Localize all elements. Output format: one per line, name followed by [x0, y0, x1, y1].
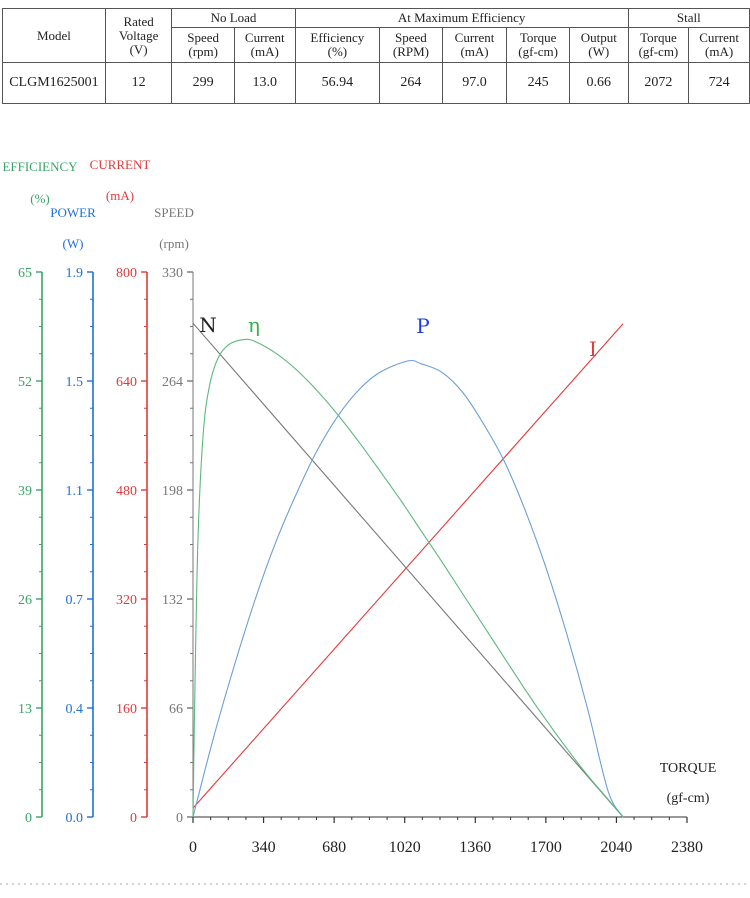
voltage-cell: 12 [104, 62, 173, 104]
efficiency-axis-title: EFFICIENCY [2, 159, 78, 174]
current-axis-unit: (mA) [106, 188, 134, 203]
efficiency-tick-label: 26 [18, 593, 32, 608]
speed-tick-label: 66 [169, 702, 183, 717]
max-eff-efficiency-header: Efficiency (%) [294, 27, 381, 63]
no-load-speed-cell: 299 [171, 62, 235, 104]
stall-current-cell: 724 [688, 62, 750, 104]
series-P-curve [192, 359, 624, 818]
efficiency-tick-label: 0 [25, 811, 32, 826]
max-eff-current-header: Current (mA) [441, 27, 508, 63]
max-eff-speed-header: Speed (RPM) [379, 27, 443, 63]
speed-tick-label: 0 [176, 811, 183, 826]
current-tick-label: 640 [116, 375, 137, 390]
rated-voltage-header: Rated Voltage (V) [104, 8, 173, 63]
speed-axis-unit: (rpm) [159, 236, 189, 251]
series-N-label: N [199, 313, 217, 337]
current-tick-label: 160 [116, 702, 137, 717]
model-header: Model [2, 8, 106, 63]
speed-axis-title: SPEED [154, 205, 194, 220]
max-eff-output-cell: 0.66 [568, 62, 629, 104]
torque-tick-label: 680 [322, 839, 346, 856]
current-tick-label: 320 [116, 593, 137, 608]
efficiency-axis-unit: (%) [30, 191, 50, 206]
series-efficiency-label: η [248, 313, 260, 337]
speed-tick-label: 264 [162, 375, 183, 390]
current-tick-label: 0 [130, 811, 137, 826]
series-efficiency-curve [192, 338, 624, 818]
efficiency-tick-label: 13 [18, 702, 32, 717]
torque-axis-title: TORQUE [660, 761, 717, 776]
power-axis-unit: (W) [63, 236, 84, 251]
stall-current-header: Current (mA) [688, 27, 750, 63]
max-eff-output-header: Output (W) [568, 27, 629, 63]
current-tick-label: 480 [116, 484, 137, 499]
speed-tick-label: 330 [162, 266, 183, 281]
current-axis-title: CURRENT [90, 157, 151, 172]
power-tick-label: 1.5 [66, 375, 84, 390]
power-tick-label: 0.7 [66, 593, 84, 608]
torque-tick-label: 2040 [600, 839, 632, 856]
torque-tick-label: 2380 [671, 839, 703, 856]
max-eff-speed-cell: 264 [379, 62, 443, 104]
model-cell: CLGM1625001 [2, 62, 106, 104]
power-tick-label: 0.4 [66, 702, 84, 717]
spec-table: Model Rated Voltage (V) No Load At Maximum… [2, 8, 750, 104]
power-tick-label: 0.0 [66, 811, 84, 826]
max-efficiency-group: At Maximum Efficiency [294, 8, 629, 28]
series-P-label: P [416, 314, 429, 338]
efficiency-tick-label: 39 [18, 484, 32, 499]
torque-axis-unit: (gf-cm) [667, 791, 710, 806]
efficiency-tick-label: 65 [18, 266, 32, 281]
current-tick-label: 800 [116, 266, 137, 281]
max-eff-current-cell: 97.0 [441, 62, 508, 104]
power-tick-label: 1.9 [66, 266, 84, 281]
torque-tick-label: 1700 [530, 839, 562, 856]
speed-tick-label: 198 [162, 484, 183, 499]
power-tick-label: 1.1 [66, 484, 84, 499]
series-I-curve [192, 323, 624, 809]
torque-tick-label: 0 [189, 839, 197, 856]
torque-tick-label: 1020 [389, 839, 421, 856]
max-eff-efficiency-cell: 56.94 [294, 62, 381, 104]
torque-tick-label: 340 [252, 839, 276, 856]
power-axis-title: POWER [50, 205, 96, 220]
no-load-current-cell: 13.0 [233, 62, 296, 104]
efficiency-tick-label: 52 [18, 375, 32, 390]
stall-torque-cell: 2072 [627, 62, 690, 104]
series-I-label: I [589, 337, 597, 361]
torque-tick-label: 1360 [459, 839, 491, 856]
speed-tick-label: 132 [162, 593, 183, 608]
series-N-curve [192, 322, 624, 818]
